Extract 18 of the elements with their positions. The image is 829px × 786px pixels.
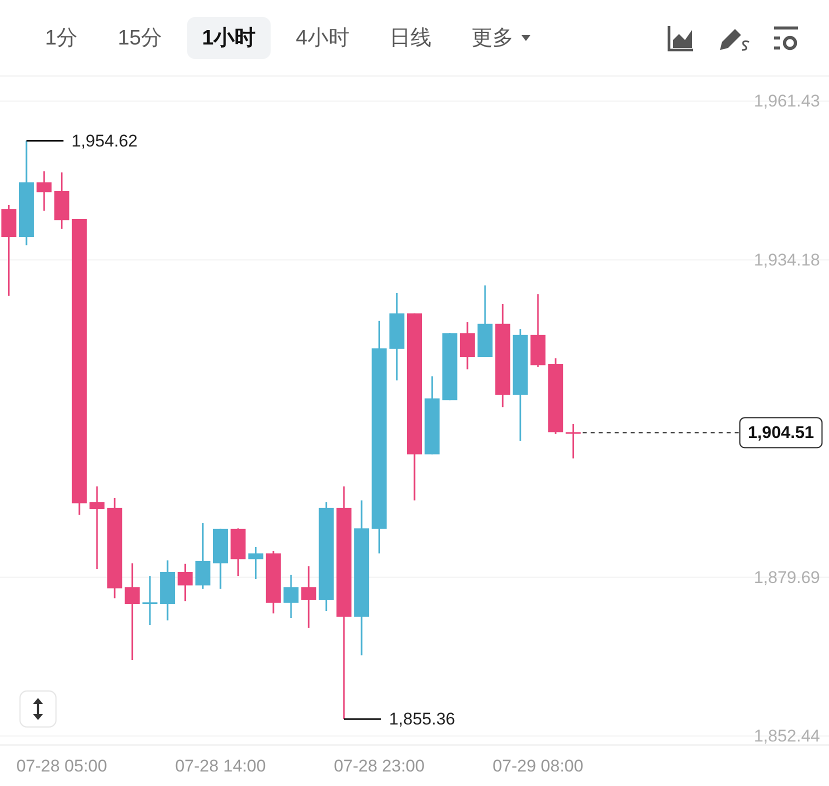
x-tick-label: 07-28 23:00 [334, 756, 425, 776]
y-tick-label: 1,934.18 [754, 250, 820, 270]
y-tick-label: 1,852.44 [754, 726, 820, 746]
ref-line: 1,904.51 [582, 417, 823, 448]
tab-label: 日线 [389, 26, 432, 50]
value-label: 1,855.36 [388, 710, 456, 729]
tab-label: 更多 [471, 26, 514, 50]
ref-line-label: 1,904.51 [748, 423, 814, 442]
tab-label: 1小时 [202, 26, 256, 50]
tab-label: 4小时 [296, 26, 350, 50]
tab-label: 1分 [45, 26, 78, 50]
x-tick-label: 07-28 05:00 [16, 756, 108, 776]
x-tick-label: 07-28 14:00 [175, 756, 266, 776]
value-label: 1,954.62 [71, 131, 138, 150]
y-tick-label: 1,879.69 [754, 568, 820, 587]
y-tick-label: 1,961.43 [754, 92, 820, 111]
x-tick-label: 07-29 08:00 [492, 756, 584, 776]
tab-label: 15分 [118, 26, 162, 50]
